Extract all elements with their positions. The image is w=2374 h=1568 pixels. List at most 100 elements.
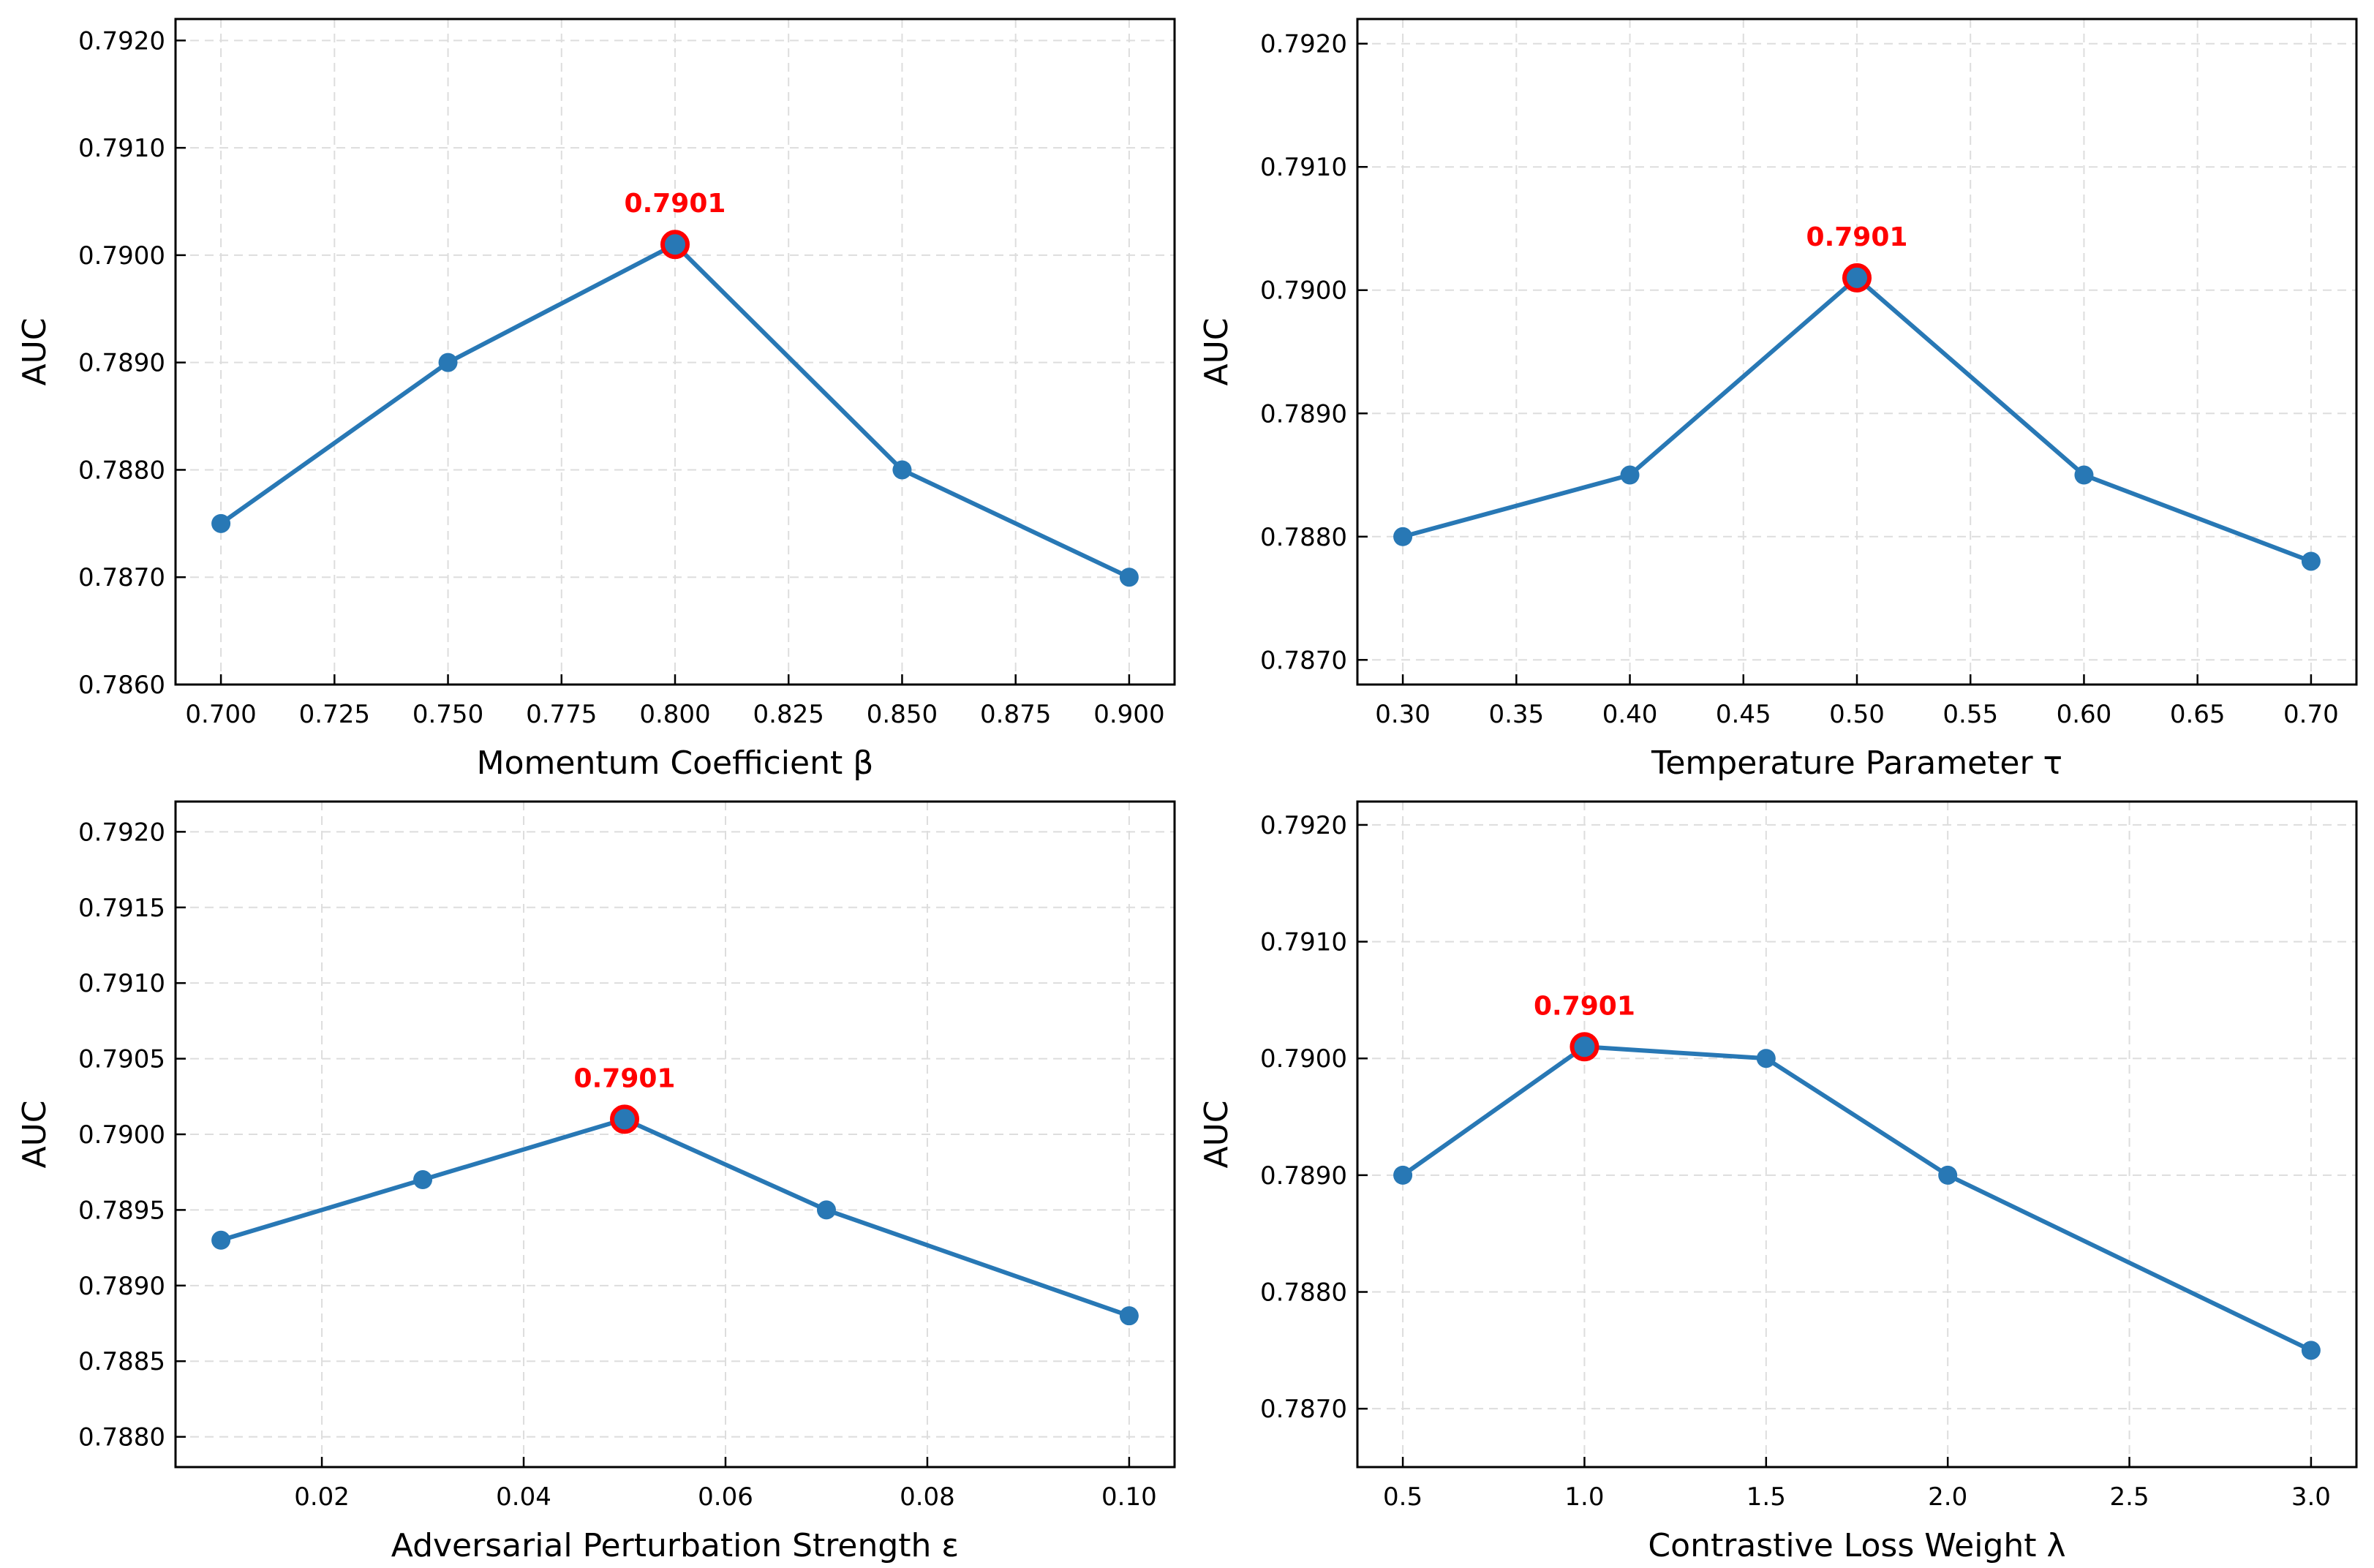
data-point — [1393, 1165, 1413, 1185]
series-line — [1401, 1044, 2313, 1353]
y-tick-label: 0.7890 — [1260, 399, 1347, 429]
y-tick-label: 0.7870 — [1260, 646, 1347, 675]
y-tick-label: 0.7860 — [78, 671, 165, 700]
data-point — [2074, 465, 2094, 485]
x-tick-label: 0.65 — [2170, 700, 2226, 729]
y-tick-label: 0.7870 — [1260, 1395, 1347, 1424]
x-axis-label: Contrastive Loss Weight λ — [1648, 1527, 2065, 1564]
data-point — [438, 353, 458, 372]
plot-frame — [1356, 18, 2358, 686]
x-tick-label: 2.5 — [2110, 1482, 2149, 1512]
y-tick-label: 0.7920 — [1260, 811, 1347, 840]
x-tick-label: 0.02 — [294, 1482, 350, 1512]
data-point — [1756, 1049, 1776, 1068]
best-point-marker — [1570, 1032, 1599, 1062]
best-point-marker — [1842, 263, 1872, 293]
y-tick-label: 0.7920 — [78, 26, 165, 56]
y-tick-label: 0.7900 — [78, 241, 165, 271]
data-point — [1119, 1306, 1139, 1326]
x-tick-label: 0.10 — [1101, 1482, 1157, 1512]
x-tick-label: 1.5 — [1746, 1482, 1786, 1512]
y-tick-label: 0.7895 — [78, 1196, 165, 1225]
best-value-annotation: 0.7901 — [1806, 222, 1908, 252]
x-tick-label: 3.0 — [2291, 1482, 2331, 1512]
best-point-marker — [660, 230, 690, 260]
x-tick-label: 1.0 — [1564, 1482, 1604, 1512]
y-tick-label: 0.7900 — [1260, 276, 1347, 306]
x-tick-label: 0.825 — [753, 700, 824, 729]
data-point — [816, 1200, 836, 1220]
y-tick-label: 0.7910 — [1260, 928, 1347, 957]
y-tick-label: 0.7890 — [78, 1272, 165, 1301]
y-tick-label: 0.7920 — [78, 818, 165, 847]
best-value-annotation: 0.7901 — [574, 1063, 676, 1093]
y-tick-label: 0.7915 — [78, 894, 165, 923]
x-tick-label: 0.800 — [639, 700, 710, 729]
chart-panel-3: 0.02 0.04 0.06 0.08 0.10 0.7880 0.7885 0.7890 0.… — [16, 800, 1176, 1564]
x-tick-label: 0.775 — [526, 700, 597, 729]
x-tick-label: 0.35 — [1488, 700, 1544, 729]
chart-panel-4: 0.5 1.0 1.5 2.0 2.5 3.0 0.7870 0.7880 0.7890 0.79… — [1198, 800, 2358, 1564]
y-tick-label: 0.7910 — [1260, 153, 1347, 182]
data-point — [1938, 1165, 1958, 1185]
y-tick-label: 0.7910 — [78, 134, 165, 163]
x-tick-label: 0.04 — [496, 1482, 551, 1512]
x-tick-label: 0.40 — [1602, 700, 1658, 729]
y-tick-label: 0.7880 — [1260, 1278, 1347, 1308]
y-tick-label: 0.7920 — [1260, 30, 1347, 59]
data-point — [2301, 1341, 2321, 1360]
series-line — [219, 242, 1131, 579]
x-tick-label: 0.06 — [698, 1482, 753, 1512]
chart-panel-1: 0.700 0.725 0.750 0.775 0.800 0.825 0.850 0.875… — [16, 18, 1176, 782]
y-axis-label: AUC — [16, 317, 53, 385]
x-tick-label: 0.875 — [980, 700, 1051, 729]
y-tick-label: 0.7880 — [78, 1423, 165, 1452]
chart-panel-2: 0.30 0.35 0.40 0.45 0.50 0.55 0.60 0.65 0.70 0.78… — [1198, 18, 2358, 782]
x-tick-label: 0.700 — [185, 700, 256, 729]
x-axis-label: Momentum Coefficient β — [477, 745, 874, 782]
plot-frame — [1356, 800, 2358, 1469]
x-tick-label: 0.55 — [1942, 700, 1998, 729]
y-tick-label: 0.7880 — [1260, 523, 1347, 552]
x-tick-label: 0.70 — [2283, 700, 2339, 729]
y-tick-label: 0.7900 — [78, 1120, 165, 1150]
y-axis-label: AUC — [1198, 1100, 1235, 1168]
data-point — [211, 1230, 231, 1250]
x-tick-label: 0.60 — [2057, 700, 2112, 729]
best-value-annotation: 0.7901 — [1534, 991, 1635, 1021]
y-tick-label: 0.7885 — [78, 1347, 165, 1376]
y-axis-label: AUC — [16, 1100, 53, 1168]
x-tick-label: 0.08 — [900, 1482, 955, 1512]
x-tick-label: 2.0 — [1928, 1482, 1967, 1512]
data-point — [1119, 568, 1139, 587]
best-point-marker — [610, 1104, 640, 1134]
y-tick-label: 0.7905 — [78, 1045, 165, 1074]
data-point — [211, 513, 231, 533]
data-point — [2301, 551, 2321, 571]
x-tick-label: 0.30 — [1375, 700, 1431, 729]
data-point — [1620, 465, 1640, 485]
x-tick-label: 0.45 — [1716, 700, 1771, 729]
x-tick-label: 0.50 — [1829, 700, 1885, 729]
y-tick-label: 0.7890 — [78, 349, 165, 378]
y-tick-label: 0.7870 — [78, 563, 165, 592]
plot-frame — [174, 18, 1176, 686]
data-point — [892, 460, 912, 480]
x-axis-label: Adversarial Perturbation Strength ε — [391, 1527, 959, 1564]
series-line — [220, 1117, 1130, 1319]
x-tick-label: 0.5 — [1383, 1482, 1422, 1512]
y-tick-label: 0.7880 — [78, 456, 165, 485]
data-point — [1393, 527, 1413, 546]
best-value-annotation: 0.7901 — [625, 189, 726, 219]
y-tick-label: 0.7900 — [1260, 1044, 1347, 1074]
x-tick-label: 0.725 — [299, 700, 370, 729]
x-axis-label: Temperature Parameter τ — [1651, 745, 2062, 782]
y-axis-label: AUC — [1198, 317, 1235, 385]
x-tick-label: 0.850 — [867, 700, 938, 729]
data-point — [413, 1170, 433, 1190]
y-tick-label: 0.7910 — [78, 969, 165, 998]
x-tick-label: 0.750 — [412, 700, 483, 729]
x-tick-label: 0.900 — [1093, 700, 1164, 729]
y-tick-label: 0.7890 — [1260, 1161, 1347, 1191]
